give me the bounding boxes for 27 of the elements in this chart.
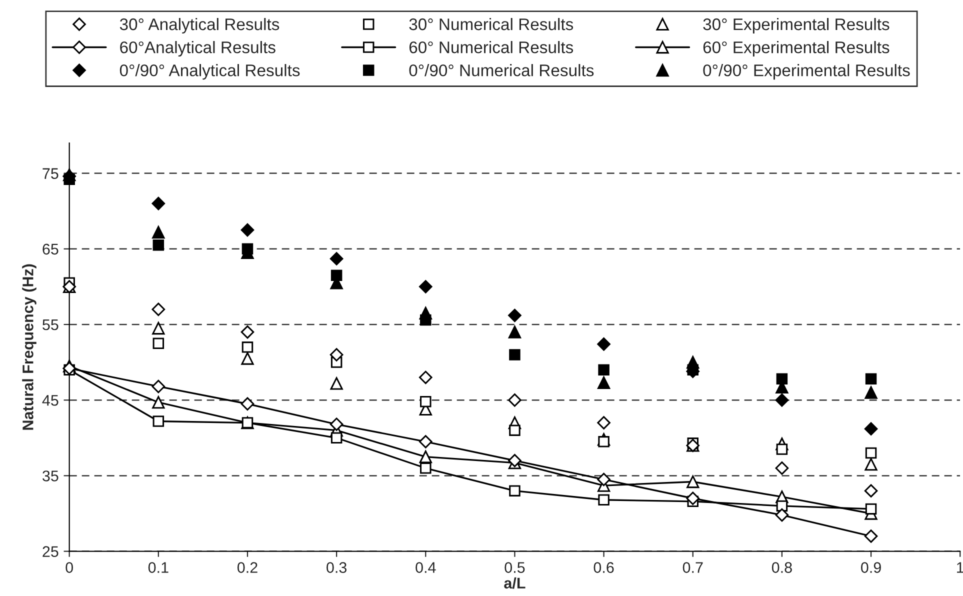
y-tick-label: 35	[42, 470, 58, 482]
x-tick-label: 0.9	[861, 562, 881, 573]
legend-label: 0°/90° Experimental Results	[703, 64, 910, 80]
legend-label: 60°Analytical Results	[120, 41, 276, 57]
x-tick-label: 0.4	[416, 562, 436, 573]
legend-label: 30° Analytical Results	[120, 18, 280, 34]
x-tick-label: 0.8	[772, 562, 792, 573]
legend-label: 0°/90° Analytical Results	[120, 64, 300, 80]
legend-label: 60° Experimental Results	[703, 41, 890, 57]
legend-label: 60° Numerical Results	[409, 41, 574, 54]
legend-label: 30° Experimental Results	[703, 18, 890, 34]
y-tick-label: 25	[42, 546, 58, 557]
legend-label: 30° Numerical Results	[409, 18, 574, 30]
y-tick-label: 65	[42, 244, 58, 255]
x-tick-label: 0	[66, 562, 73, 573]
x-tick-label: 0.2	[237, 562, 258, 573]
x-tick-label: 0.3	[326, 562, 347, 573]
x-tick-label: 0.1	[148, 562, 168, 573]
y-tick-label: 55	[42, 320, 58, 330]
y-tick-label: 45	[42, 395, 58, 406]
legend-label: 0°/90° Numerical Results	[409, 64, 594, 76]
x-tick-label: 0.5	[504, 562, 525, 573]
y-tick-label: 75	[42, 168, 58, 179]
x-tick-label: 0.6	[594, 562, 614, 573]
x-tick-label: 0.7	[682, 562, 703, 573]
x-axis-title: a/L	[504, 577, 526, 589]
y-axis-title: Natural Frequency (Hz)	[22, 264, 36, 430]
